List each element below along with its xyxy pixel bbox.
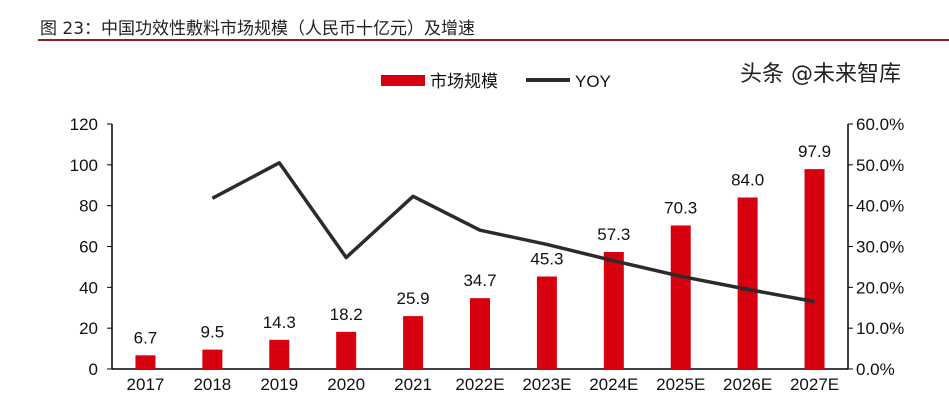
title-rule bbox=[38, 39, 949, 41]
bar bbox=[269, 339, 290, 369]
right-tick-label: 30.0% bbox=[856, 238, 904, 257]
bar bbox=[470, 298, 490, 369]
bar bbox=[202, 349, 223, 369]
left-tick-label: 0 bbox=[89, 360, 98, 379]
bar-value-label: 70.3 bbox=[664, 198, 697, 217]
figure-title: 图 23：中国功效性敷料市场规模（人民币十亿元）及增速 bbox=[40, 19, 476, 39]
bar-value-label: 14.3 bbox=[263, 313, 296, 332]
x-tick-label: 2022E bbox=[455, 375, 504, 394]
bar-value-label: 84.0 bbox=[731, 171, 764, 190]
x-tick-label: 2017 bbox=[127, 375, 165, 394]
bar-value-label: 25.9 bbox=[397, 289, 430, 308]
watermark: 头条 @未来智库 bbox=[740, 62, 901, 87]
left-tick-label: 120 bbox=[70, 115, 98, 134]
bar bbox=[403, 316, 424, 369]
x-tick-label: 2024E bbox=[589, 375, 638, 394]
left-tick-label: 60 bbox=[79, 238, 98, 257]
left-tick-label: 80 bbox=[79, 197, 98, 216]
right-tick-label: 50.0% bbox=[856, 156, 904, 175]
left-tick-label: 100 bbox=[70, 156, 98, 175]
bar bbox=[603, 252, 624, 369]
bar bbox=[804, 169, 825, 369]
bar-value-label: 97.9 bbox=[798, 142, 831, 161]
x-tick-label: 2021 bbox=[394, 375, 432, 394]
bar bbox=[737, 197, 758, 369]
bar bbox=[336, 331, 357, 369]
bar bbox=[670, 225, 691, 369]
x-tick-label: 2023E bbox=[522, 375, 571, 394]
bar bbox=[536, 276, 557, 369]
legend-bar-label: 市场规模 bbox=[430, 72, 498, 91]
left-tick-label: 40 bbox=[79, 278, 98, 297]
bar-value-label: 45.3 bbox=[530, 250, 563, 269]
legend-bar-swatch bbox=[381, 75, 425, 86]
bar-value-label: 34.7 bbox=[463, 271, 496, 290]
yoy-line bbox=[211, 161, 815, 304]
right-tick-label: 40.0% bbox=[856, 197, 904, 216]
right-tick-label: 0.0% bbox=[856, 360, 895, 379]
x-tick-label: 2019 bbox=[260, 375, 298, 394]
bar-value-label: 6.7 bbox=[134, 328, 158, 347]
right-tick-label: 20.0% bbox=[856, 278, 904, 297]
left-tick-label: 20 bbox=[79, 319, 98, 338]
right-tick-label: 60.0% bbox=[856, 115, 904, 134]
legend-line-label: YOY bbox=[575, 72, 611, 91]
bar-value-label: 18.2 bbox=[330, 305, 363, 324]
x-tick-label: 2025E bbox=[656, 375, 705, 394]
bar-value-label: 9.5 bbox=[201, 323, 225, 342]
right-tick-label: 10.0% bbox=[856, 319, 904, 338]
x-tick-label: 2020 bbox=[327, 375, 365, 394]
x-tick-label: 2027E bbox=[790, 375, 839, 394]
x-tick-label: 2018 bbox=[193, 375, 231, 394]
x-tick-label: 2026E bbox=[723, 375, 772, 394]
bar-value-label: 57.3 bbox=[597, 225, 630, 244]
bar bbox=[135, 355, 156, 369]
